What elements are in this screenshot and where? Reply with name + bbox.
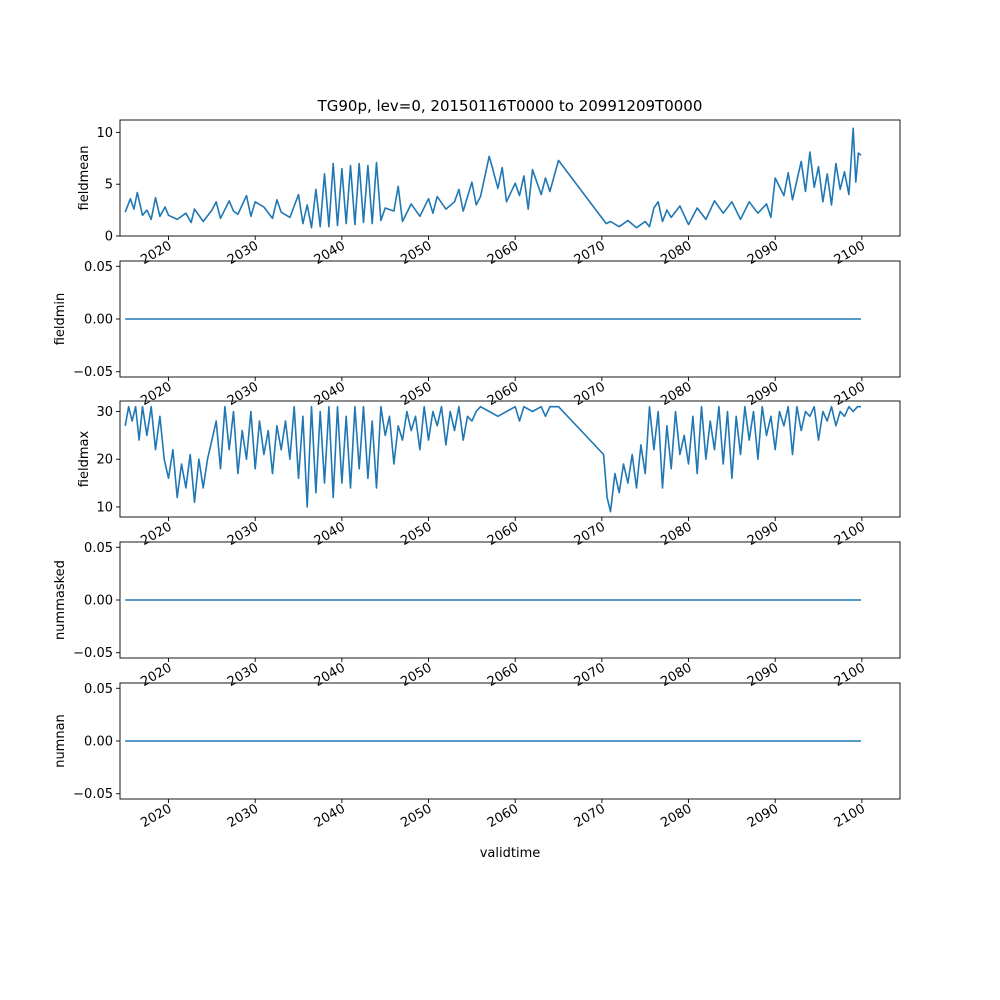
subplot-fieldmin: 2020 2030 2040 2050 2060 2070 2080 2090 2100 −0.0… [53, 260, 901, 409]
axes-frame [119, 119, 901, 237]
axes-frame [119, 260, 901, 378]
x-tick-label: 2040 [312, 801, 348, 831]
y-tick-label: −0.05 [73, 646, 113, 661]
x-tick-label: 2030 [225, 801, 261, 831]
x-tick-label: 2030 [225, 379, 261, 409]
x-tick-label: 2020 [138, 519, 174, 549]
x-tick-label: 2090 [745, 660, 781, 690]
y-tick-label: 10 [96, 126, 113, 141]
x-tick-label: 2040 [312, 379, 348, 409]
x-tick-label: 2060 [485, 660, 521, 690]
x-tick-label: 2040 [312, 238, 348, 268]
y-axis-label-numnan: numnan [53, 714, 68, 768]
x-tick-label: 2020 [138, 238, 174, 268]
subplot-fieldmax: 2020 2030 2040 2050 2060 2070 2080 2090 21001020… [77, 400, 901, 549]
x-tick-label: 2070 [572, 801, 608, 831]
series-line-fieldmean [124, 127, 862, 229]
subplot-nummasked: 2020 2030 2040 2050 2060 2070 2080 2090 2100 −0.0… [53, 541, 901, 690]
subplot-fieldmean: 2020 2030 2040 2050 2060 2070 2080 2090 2100 0 5 10… [77, 119, 901, 268]
series-line-fieldmax [124, 405, 861, 513]
x-tick-label: 2080 [658, 519, 694, 549]
axes-frame [119, 682, 901, 800]
y-tick-label: 30 [96, 405, 113, 420]
x-tick-label: 2060 [485, 238, 521, 268]
x-tick-label: 2040 [312, 519, 348, 549]
y-tick-label: 0.05 [84, 541, 113, 556]
subplot-numnan: 2020 2030 2040 2050 2060 2070 2080 2090 2100 −0.0… [53, 682, 901, 831]
x-tick-label: 2070 [572, 660, 608, 690]
x-tick-label: 2020 [138, 801, 174, 831]
y-tick-label: 0.00 [84, 735, 113, 750]
y-axis-label-nummasked: nummasked [53, 560, 68, 640]
x-tick-label: 2090 [745, 519, 781, 549]
x-tick-label: 2070 [572, 238, 608, 268]
x-tick-label: 2050 [398, 379, 434, 409]
x-tick-label: 2070 [572, 379, 608, 409]
x-tick-label: 2090 [745, 801, 781, 831]
y-tick-label: −0.05 [73, 787, 113, 802]
x-tick-label: 2060 [485, 801, 521, 831]
x-tick-label: 2080 [658, 801, 694, 831]
x-tick-label: 2020 [138, 379, 174, 409]
x-tick-label: 2100 [832, 801, 868, 831]
y-tick-label: 0 [105, 230, 113, 245]
x-tick-label: 2040 [312, 660, 348, 690]
x-tick-label: 2090 [745, 379, 781, 409]
x-axis-label: validtime [480, 846, 541, 861]
x-tick-label: 2050 [398, 660, 434, 690]
x-tick-label: 2050 [398, 238, 434, 268]
x-tick-label: 2100 [832, 660, 868, 690]
axes-frame [119, 400, 901, 518]
y-tick-label: 0.05 [84, 260, 113, 275]
x-tick-label: 2080 [658, 379, 694, 409]
x-tick-label: 2050 [398, 519, 434, 549]
y-tick-label: 0.00 [84, 313, 113, 328]
x-tick-label: 2100 [832, 238, 868, 268]
y-tick-label: −0.05 [73, 365, 113, 380]
x-tick-label: 2080 [658, 238, 694, 268]
x-tick-label: 2070 [572, 519, 608, 549]
x-tick-label: 2060 [485, 379, 521, 409]
subplots: 2020 2030 2040 2050 2060 2070 2080 2090 21000510… [53, 119, 901, 831]
y-tick-label: 5 [105, 178, 113, 193]
x-tick-label: 2100 [832, 379, 868, 409]
x-tick-label: 2030 [225, 660, 261, 690]
y-tick-label: 0.00 [84, 594, 113, 609]
axes-frame [119, 541, 901, 659]
y-axis-label-fieldmax: fieldmax [77, 431, 92, 488]
x-tick-label: 2050 [398, 801, 434, 831]
x-tick-label: 2060 [485, 519, 521, 549]
x-tick-label: 2020 [138, 660, 174, 690]
x-tick-label: 2030 [225, 519, 261, 549]
y-tick-label: 0.05 [84, 682, 113, 697]
x-tick-label: 2090 [745, 238, 781, 268]
chart-title: TG90p, lev=0, 20150116T0000 to 20991209T… [317, 97, 703, 115]
y-axis-label-fieldmean: fieldmean [77, 146, 92, 211]
x-tick-label: 2080 [658, 660, 694, 690]
y-tick-label: 10 [96, 500, 113, 515]
y-axis-label-fieldmin: fieldmin [53, 293, 68, 346]
x-tick-label: 2030 [225, 238, 261, 268]
x-tick-label: 2100 [832, 519, 868, 549]
y-tick-label: 20 [96, 453, 113, 468]
